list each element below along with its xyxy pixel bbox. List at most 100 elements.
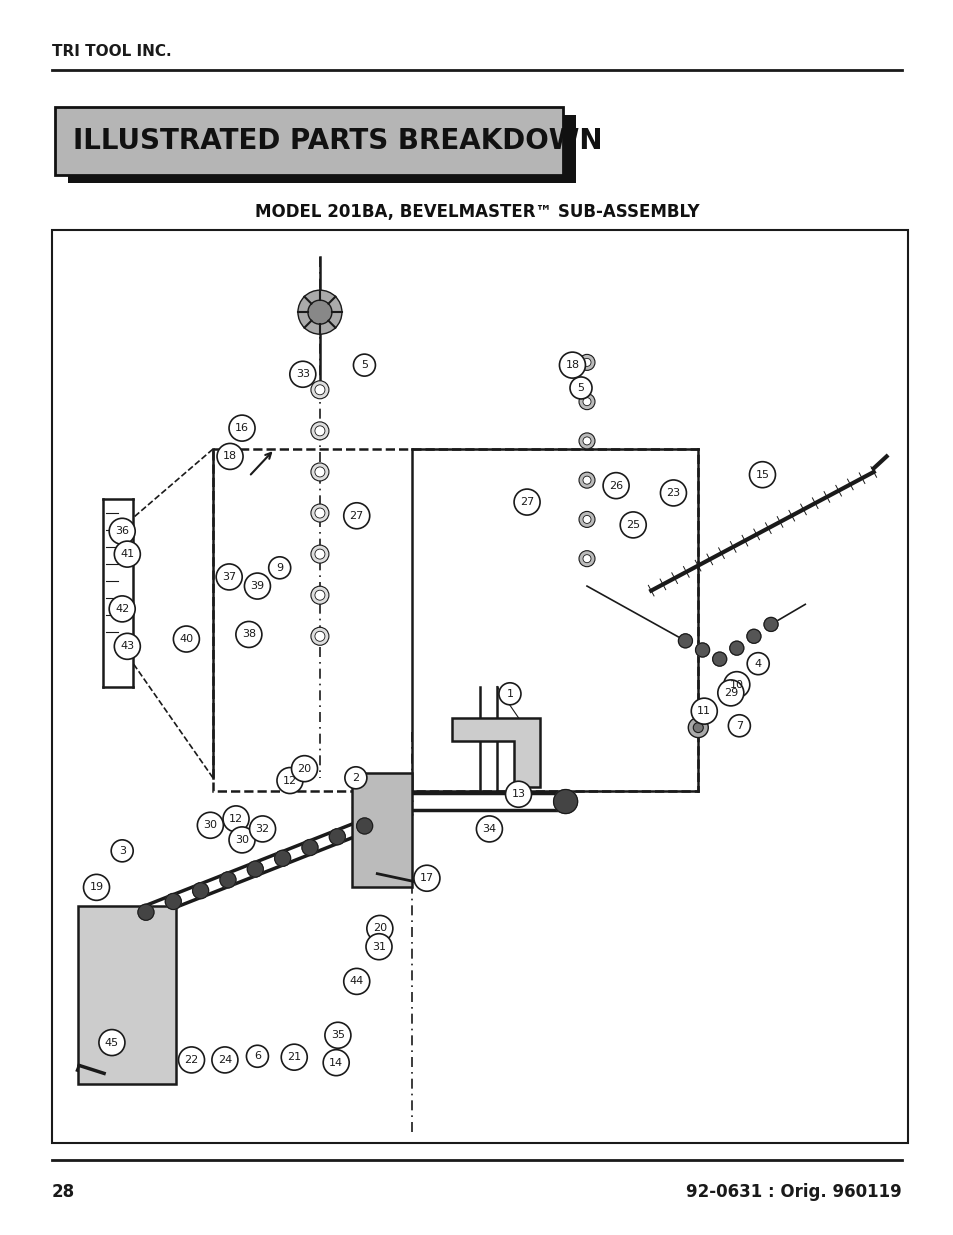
Circle shape — [311, 422, 329, 440]
Circle shape — [578, 354, 595, 370]
Bar — [68, 115, 576, 183]
Circle shape — [763, 618, 778, 631]
Circle shape — [717, 680, 743, 706]
Circle shape — [553, 789, 577, 814]
Circle shape — [314, 631, 325, 641]
Text: MODEL 201BA, BEVELMASTER™ SUB-ASSEMBLY: MODEL 201BA, BEVELMASTER™ SUB-ASSEMBLY — [254, 203, 699, 221]
Circle shape — [693, 722, 702, 732]
Circle shape — [345, 767, 367, 789]
Circle shape — [505, 782, 531, 808]
Circle shape — [217, 443, 243, 469]
Circle shape — [99, 1030, 125, 1056]
Circle shape — [311, 587, 329, 604]
Text: 37: 37 — [222, 572, 236, 582]
Text: 33: 33 — [295, 369, 310, 379]
Text: 26: 26 — [608, 480, 622, 490]
Circle shape — [302, 840, 317, 856]
Text: 40: 40 — [179, 634, 193, 643]
Circle shape — [729, 641, 743, 655]
Circle shape — [292, 756, 317, 782]
Text: ILLUSTRATED PARTS BREAKDOWN: ILLUSTRATED PARTS BREAKDOWN — [73, 127, 602, 156]
Circle shape — [193, 883, 209, 899]
Text: 1: 1 — [506, 689, 513, 699]
Text: 25: 25 — [625, 520, 639, 530]
Text: 3: 3 — [118, 846, 126, 856]
Circle shape — [723, 672, 749, 698]
Circle shape — [578, 433, 595, 448]
Circle shape — [678, 634, 692, 648]
Text: 18: 18 — [565, 361, 578, 370]
Text: 36: 36 — [115, 526, 129, 536]
Text: 28: 28 — [52, 1183, 75, 1200]
Text: 14: 14 — [329, 1057, 343, 1067]
Circle shape — [223, 806, 249, 832]
Circle shape — [582, 477, 590, 484]
Circle shape — [244, 573, 270, 599]
Text: 2: 2 — [352, 773, 359, 783]
Circle shape — [269, 557, 291, 579]
Circle shape — [619, 511, 645, 538]
Circle shape — [414, 866, 439, 892]
Circle shape — [476, 816, 502, 842]
Circle shape — [325, 1023, 351, 1049]
Circle shape — [114, 634, 140, 659]
Circle shape — [727, 715, 750, 737]
Circle shape — [343, 503, 370, 529]
Circle shape — [173, 626, 199, 652]
Text: 23: 23 — [666, 488, 679, 498]
Circle shape — [314, 590, 325, 600]
Text: 12: 12 — [283, 776, 296, 785]
Text: 20: 20 — [373, 924, 387, 934]
Circle shape — [578, 551, 595, 567]
Circle shape — [323, 1050, 349, 1076]
Circle shape — [109, 519, 135, 545]
Circle shape — [582, 398, 590, 405]
Text: 27: 27 — [519, 496, 534, 508]
Circle shape — [582, 555, 590, 563]
Circle shape — [311, 380, 329, 399]
Text: 6: 6 — [253, 1051, 261, 1061]
Circle shape — [578, 472, 595, 488]
Text: 29: 29 — [723, 688, 738, 698]
Text: 7: 7 — [735, 721, 742, 731]
Circle shape — [343, 968, 370, 994]
Circle shape — [109, 597, 135, 622]
Circle shape — [276, 767, 303, 794]
Text: 17: 17 — [419, 873, 434, 883]
Text: 4: 4 — [754, 658, 760, 668]
Text: 27: 27 — [349, 511, 363, 521]
Text: 44: 44 — [349, 977, 363, 987]
Circle shape — [687, 718, 707, 737]
Circle shape — [308, 300, 332, 324]
Text: 9: 9 — [275, 563, 283, 573]
Circle shape — [247, 861, 263, 877]
Text: 11: 11 — [697, 706, 711, 716]
Text: 18: 18 — [223, 452, 237, 462]
Text: 21: 21 — [287, 1052, 301, 1062]
Text: 34: 34 — [482, 824, 496, 834]
Text: 39: 39 — [250, 582, 264, 592]
Circle shape — [695, 643, 709, 657]
Circle shape — [514, 489, 539, 515]
Circle shape — [235, 621, 262, 647]
Circle shape — [602, 473, 628, 499]
Polygon shape — [452, 719, 539, 787]
Circle shape — [311, 504, 329, 522]
Circle shape — [578, 394, 595, 410]
Text: 30: 30 — [234, 835, 249, 845]
Text: 13: 13 — [511, 789, 525, 799]
Text: 42: 42 — [115, 604, 130, 614]
Circle shape — [290, 362, 315, 388]
Circle shape — [746, 630, 760, 643]
Circle shape — [314, 426, 325, 436]
Circle shape — [220, 872, 235, 888]
Circle shape — [229, 827, 254, 853]
Circle shape — [311, 545, 329, 563]
Text: 12: 12 — [229, 814, 243, 824]
Circle shape — [197, 813, 223, 839]
Text: 35: 35 — [331, 1030, 345, 1040]
Circle shape — [582, 515, 590, 524]
Text: 30: 30 — [203, 820, 217, 830]
Circle shape — [353, 354, 375, 377]
Bar — [55, 107, 562, 175]
